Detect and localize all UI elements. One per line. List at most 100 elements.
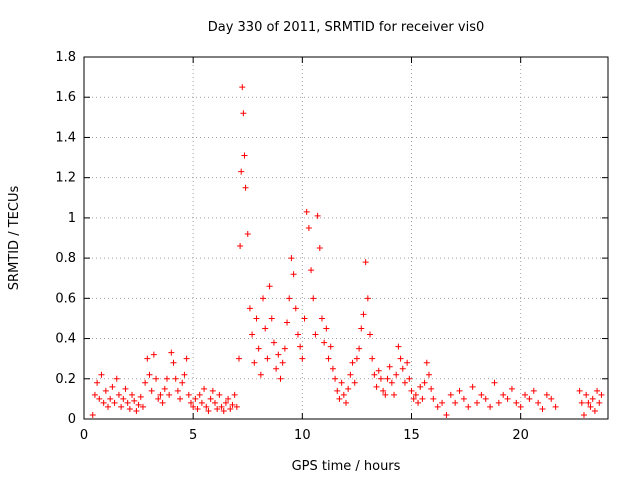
data-point xyxy=(284,319,291,326)
data-point xyxy=(190,403,197,410)
data-point xyxy=(111,399,118,406)
data-point xyxy=(91,391,98,398)
data-point xyxy=(161,385,168,392)
data-point xyxy=(318,315,325,322)
data-point xyxy=(587,403,594,410)
data-point xyxy=(377,375,384,382)
data-point xyxy=(373,383,380,390)
data-point xyxy=(371,371,378,378)
data-point xyxy=(159,399,166,406)
data-point xyxy=(340,391,347,398)
data-point xyxy=(495,399,502,406)
data-point xyxy=(548,395,555,402)
data-point xyxy=(443,411,450,418)
grid xyxy=(84,57,608,419)
data-point xyxy=(358,325,365,332)
data-point xyxy=(369,355,376,362)
data-point xyxy=(421,379,428,386)
data-point xyxy=(260,295,267,302)
data-point xyxy=(351,379,358,386)
data-point xyxy=(155,395,162,402)
data-point xyxy=(404,359,411,366)
data-point xyxy=(301,315,308,322)
data-point xyxy=(425,371,432,378)
data-point xyxy=(115,391,122,398)
data-point xyxy=(100,399,107,406)
data-point xyxy=(244,230,251,237)
data-point xyxy=(508,385,515,392)
y-tick-label: 0.2 xyxy=(55,372,76,387)
data-point xyxy=(241,152,248,159)
data-point xyxy=(166,391,173,398)
y-tick-label: 1.8 xyxy=(55,50,76,65)
data-point xyxy=(253,315,260,322)
y-tick-label: 0.8 xyxy=(55,251,76,266)
data-point xyxy=(172,375,179,382)
data-point xyxy=(327,343,334,350)
data-point xyxy=(105,403,112,410)
data-point xyxy=(343,399,349,406)
data-point xyxy=(299,355,306,362)
data-point xyxy=(89,411,96,418)
data-point xyxy=(517,403,524,410)
data-point xyxy=(332,375,339,382)
y-tick-label: 1 xyxy=(68,211,76,226)
data-point xyxy=(286,295,293,302)
data-point xyxy=(268,315,275,322)
data-point xyxy=(233,403,240,410)
data-point xyxy=(434,403,441,410)
data-point xyxy=(543,391,550,398)
data-point xyxy=(419,395,426,402)
data-point xyxy=(412,391,419,398)
data-point xyxy=(585,399,592,406)
y-tick-label: 0.4 xyxy=(55,332,76,347)
data-point xyxy=(308,267,315,274)
data-point xyxy=(393,371,400,378)
data-point xyxy=(126,405,133,412)
x-tick-label: 15 xyxy=(403,428,420,443)
data-point xyxy=(580,411,587,418)
data-point xyxy=(131,397,138,404)
data-point xyxy=(336,395,343,402)
data-point xyxy=(349,359,356,366)
data-point xyxy=(305,224,312,231)
data-point xyxy=(417,383,424,390)
data-point xyxy=(303,208,310,215)
x-axis-label: GPS time / hours xyxy=(292,459,401,474)
data-point xyxy=(323,325,330,332)
plot-frame xyxy=(83,56,609,420)
data-point xyxy=(205,407,212,414)
data-point xyxy=(594,387,601,394)
data-point xyxy=(583,391,590,398)
data-point xyxy=(380,387,387,394)
data-point xyxy=(187,399,194,406)
data-point xyxy=(395,343,402,350)
data-point xyxy=(153,375,160,382)
data-point xyxy=(312,331,319,338)
data-point xyxy=(242,184,249,191)
data-point xyxy=(456,387,463,394)
data-point xyxy=(251,359,258,366)
data-point xyxy=(196,391,203,398)
data-point xyxy=(135,401,142,408)
data-point xyxy=(236,355,243,362)
data-point xyxy=(148,387,155,394)
data-point xyxy=(168,349,175,356)
data-point xyxy=(279,359,286,366)
y-tick-label: 0.6 xyxy=(55,291,76,306)
data-point xyxy=(406,375,413,382)
data-point xyxy=(275,351,282,358)
data-point xyxy=(428,385,435,392)
data-point xyxy=(137,393,144,400)
data-point xyxy=(185,391,192,398)
x-tick-label: 0 xyxy=(80,428,88,443)
data-point xyxy=(447,391,454,398)
data-point xyxy=(198,399,205,406)
data-point xyxy=(288,255,295,262)
data-point xyxy=(266,283,273,290)
data-point xyxy=(238,168,245,175)
data-point xyxy=(408,387,415,394)
data-points xyxy=(89,84,605,418)
data-point xyxy=(181,371,188,378)
data-point xyxy=(209,387,216,394)
